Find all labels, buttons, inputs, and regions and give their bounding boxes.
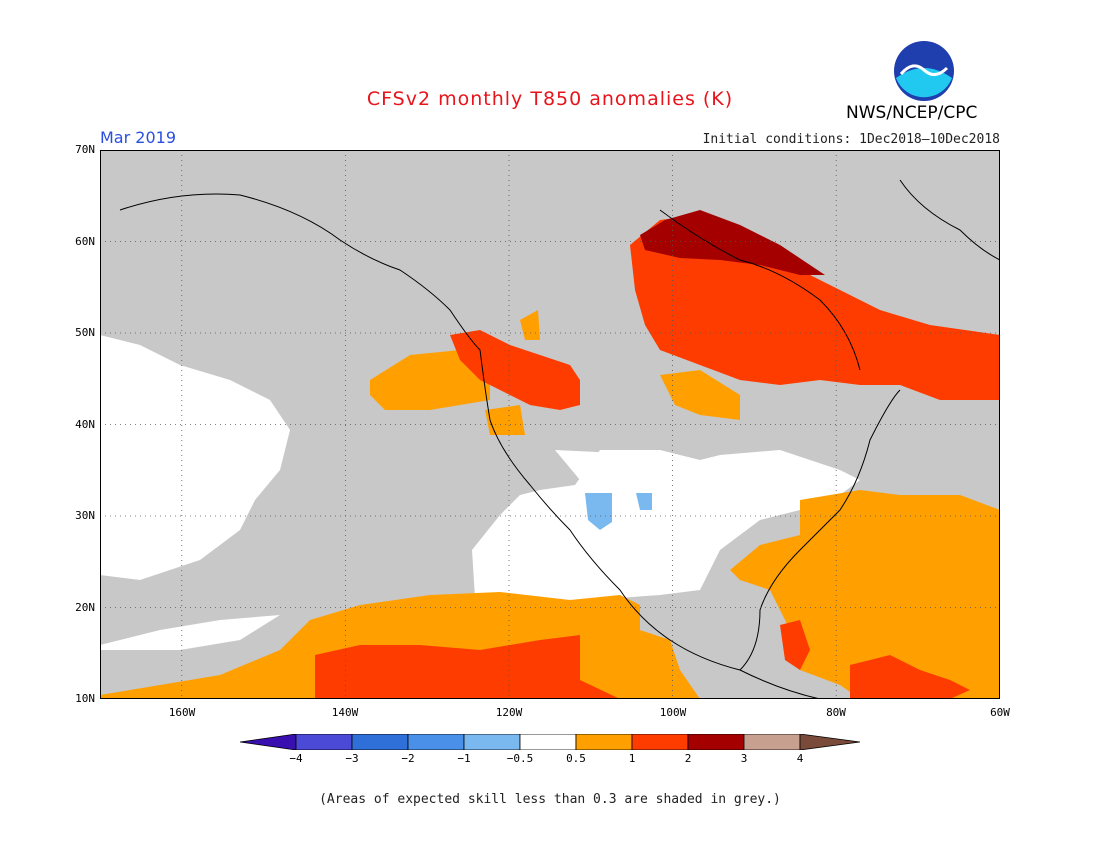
lon-label-160w: 160W: [168, 706, 196, 719]
colorbar-label-3: 3: [740, 752, 748, 765]
initial-conditions-label: Initial conditions: 1Dec2018–10Dec2018: [702, 132, 1000, 147]
map-frame: [100, 150, 1000, 699]
lat-label-10n: 10N: [75, 692, 95, 705]
lon-label-140w: 140W: [331, 706, 359, 719]
colorbar-label-minus1: −1: [457, 752, 471, 765]
lat-label-50n: 50N: [75, 326, 95, 339]
lon-label-80w: 80W: [826, 706, 846, 719]
warm-anomaly-darkred-region: [640, 210, 825, 275]
cool-anomaly-blue-region: [585, 493, 652, 530]
lon-label-60w: 60W: [990, 706, 1010, 719]
colorbar-label-minus3: −3: [345, 752, 359, 765]
colorbar-label-2: 2: [684, 752, 692, 765]
lat-label-70n: 70N: [75, 143, 95, 156]
noaa-logo: [894, 41, 954, 101]
lat-lon-grid: [100, 150, 1000, 699]
colorbar: [240, 734, 860, 750]
colorbar-label-minus05: −0.5: [506, 752, 534, 765]
warm-anomaly-red-regions: [315, 215, 1000, 699]
neutral-anomaly-regions: [100, 335, 860, 650]
map-title: CFSv2 monthly T850 anomalies (K): [366, 88, 734, 110]
org-label: NWS/NCEP/CPC: [846, 103, 978, 123]
lon-label-120w: 120W: [495, 706, 523, 719]
coastlines: [119, 179, 1000, 699]
lat-label-30n: 30N: [75, 509, 95, 522]
colorbar-label-minus2: −2: [401, 752, 415, 765]
colorbar-label-minus4: −4: [289, 752, 303, 765]
month-label: Mar 2019: [100, 128, 176, 147]
colorbar-label-1: 1: [628, 752, 636, 765]
skill-footnote: (Areas of expected skill less than 0.3 a…: [319, 792, 781, 807]
lat-label-60n: 60N: [75, 235, 95, 248]
lat-label-20n: 20N: [75, 601, 95, 614]
colorbar-label-05: 0.5: [566, 752, 586, 765]
colorbar-label-4: 4: [796, 752, 804, 765]
lon-label-100w: 100W: [659, 706, 687, 719]
anomaly-map: [100, 150, 1000, 699]
lat-label-40n: 40N: [75, 418, 95, 431]
